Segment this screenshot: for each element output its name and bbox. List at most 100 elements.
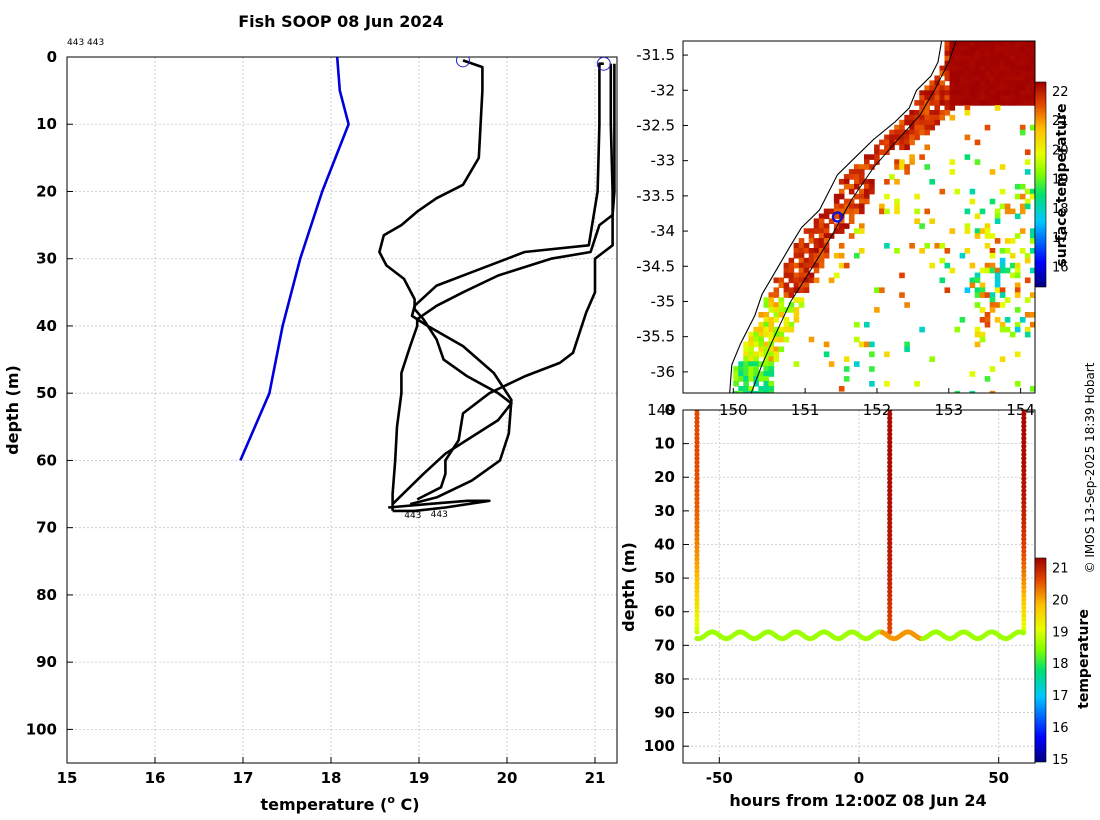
sst-cell	[1014, 287, 1021, 293]
sst-cell	[778, 277, 785, 284]
lat-tick-label: -35	[651, 292, 676, 310]
profile-point	[694, 617, 700, 623]
sst-cell	[979, 85, 986, 91]
profile-point	[1021, 467, 1027, 474]
profile-point	[694, 524, 700, 530]
sst-cell	[1014, 193, 1021, 200]
sst-cell	[1014, 307, 1021, 313]
sst-cell	[884, 134, 890, 141]
profile-point	[694, 463, 700, 470]
profile-point	[694, 447, 700, 453]
sst-cell	[944, 100, 951, 106]
profile-point	[887, 568, 893, 574]
profile-point	[694, 621, 700, 627]
sst-cell	[1004, 238, 1011, 244]
sst-cell	[899, 144, 905, 151]
x-label-main: temperature (	[260, 795, 387, 814]
sst-cell	[859, 341, 865, 348]
sst-cell	[818, 233, 825, 239]
sst-cell	[964, 60, 971, 67]
x-tick-label: -50	[706, 769, 733, 787]
sst-cell	[999, 100, 1006, 106]
sst-cell	[994, 80, 1001, 86]
profile-point	[887, 544, 893, 550]
profile-point	[694, 597, 700, 603]
sst-cell	[758, 331, 764, 338]
sst-cell	[788, 326, 795, 333]
sst-cell	[1030, 65, 1035, 72]
sst-cell	[748, 341, 754, 348]
sst-cell	[758, 371, 764, 377]
sst-cell	[984, 233, 991, 239]
sst-cell	[904, 114, 910, 121]
sst-cell	[939, 85, 946, 91]
sst-cell	[999, 50, 1006, 57]
profile-point	[694, 484, 700, 490]
sst-cell	[1030, 55, 1035, 62]
sst-cell	[758, 351, 764, 358]
colorbar-tick-label: 21	[1052, 562, 1069, 577]
sst-cell	[969, 41, 976, 47]
profile-point	[887, 584, 893, 591]
sst-cell	[1024, 297, 1031, 303]
x-tick-label: 21	[585, 769, 606, 787]
sst-cell	[864, 164, 870, 170]
sst-cell	[848, 183, 855, 190]
sst-cell	[1024, 312, 1031, 318]
sst-cell	[919, 95, 925, 101]
sst-cell	[758, 390, 764, 393]
sst-cell	[854, 252, 860, 259]
profile-point	[887, 451, 893, 457]
sst-cell	[783, 336, 790, 343]
sst-cell	[793, 282, 800, 289]
sst-cell	[894, 139, 900, 146]
sst-cell	[854, 179, 860, 185]
profile-point	[887, 439, 893, 445]
sst-cell	[979, 336, 986, 343]
sst-cell	[964, 80, 971, 86]
sst-cell	[959, 50, 966, 57]
sst-cell	[964, 228, 971, 234]
sst-cell	[974, 228, 981, 234]
sst-cell	[818, 252, 825, 259]
sst-cell	[999, 65, 1006, 72]
profile-point	[887, 500, 893, 506]
sst-cell	[1014, 55, 1021, 62]
colorbar-tick-label: 16	[1052, 261, 1069, 276]
sst-cell	[813, 262, 820, 269]
sst-cell	[979, 228, 986, 234]
sst-cell	[838, 218, 845, 224]
sst-cell	[1030, 45, 1035, 52]
sst-cell	[1030, 248, 1035, 254]
sst-cell	[828, 218, 835, 224]
colorbar-tick-label: 20	[1052, 143, 1069, 158]
profile-point	[887, 508, 893, 514]
sst-cell	[753, 356, 759, 362]
profile-x-ticks: 15 16 17 18 19 20 21	[57, 757, 606, 787]
sst-cell	[758, 361, 764, 367]
sst-cell	[984, 75, 991, 82]
profile-point	[694, 584, 700, 591]
sst-cell	[984, 50, 991, 57]
sst-cell	[1009, 75, 1016, 82]
sst-cell	[924, 144, 930, 151]
sst-cell	[838, 243, 845, 249]
sst-cell	[1014, 381, 1021, 387]
sst-cell	[743, 341, 749, 348]
sst-cell	[1019, 90, 1026, 96]
sst-cell	[869, 188, 875, 195]
profile-point	[887, 415, 893, 421]
sst-cell	[803, 262, 810, 269]
sst-cell	[994, 45, 1001, 52]
profile-point	[1021, 443, 1027, 449]
sst-cell	[778, 312, 785, 318]
sst-cell	[773, 302, 780, 308]
sst-cell	[984, 60, 991, 67]
sst-cell	[904, 164, 910, 170]
sst-cell	[798, 267, 805, 274]
sst-cell	[773, 351, 780, 358]
sst-cell	[904, 144, 910, 151]
sst-cell	[974, 213, 981, 220]
sst-cell	[1009, 85, 1016, 91]
sst-cell	[1014, 90, 1021, 96]
